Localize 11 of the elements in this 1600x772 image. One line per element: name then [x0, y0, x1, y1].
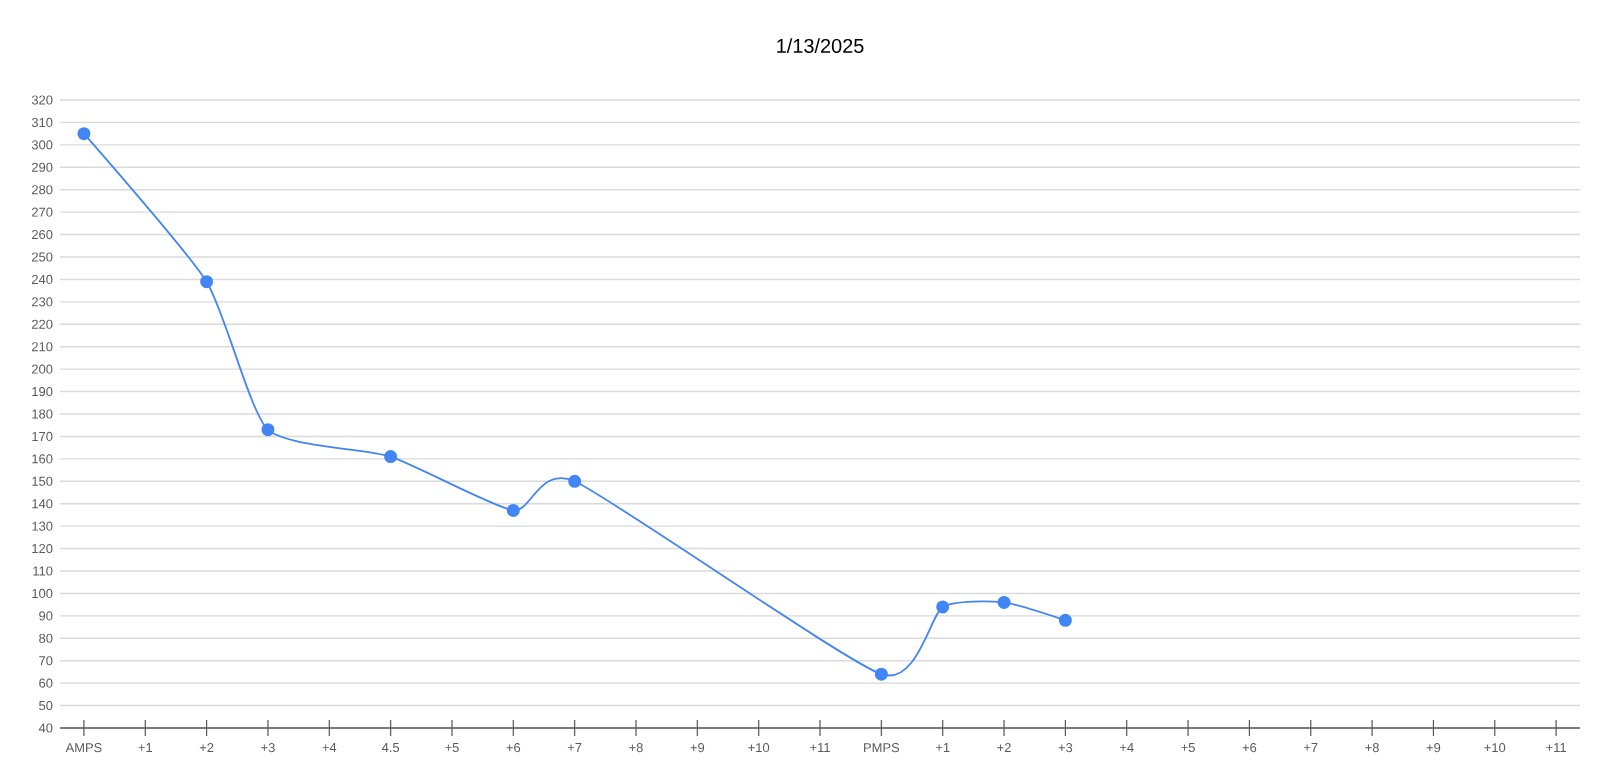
point: [384, 450, 398, 464]
point: [1058, 613, 1072, 627]
point: [77, 127, 91, 141]
point: [874, 667, 888, 681]
point: [936, 600, 950, 614]
chart-title: 1/13/2025: [777, 38, 864, 53]
point: [261, 423, 275, 437]
point: [568, 474, 582, 488]
point: [506, 503, 520, 517]
point: [997, 595, 1011, 609]
point: [200, 275, 214, 289]
